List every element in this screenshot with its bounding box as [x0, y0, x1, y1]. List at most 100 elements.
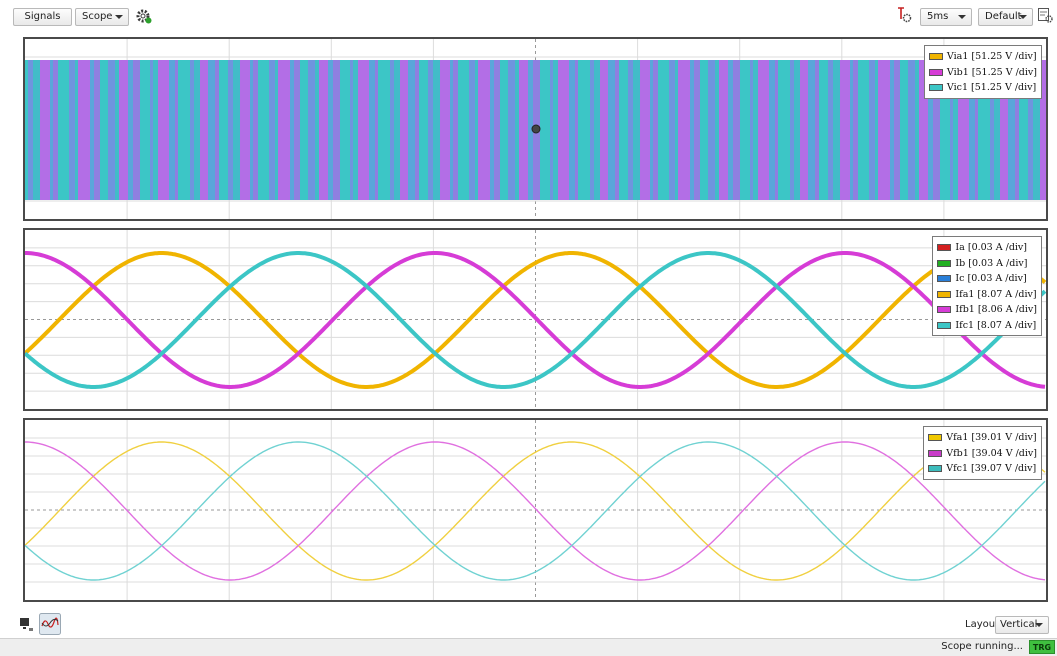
signal-band-stripe: [558, 60, 565, 200]
signal-band-stripe: [640, 60, 644, 200]
time-base-select[interactable]: 5ms: [920, 8, 972, 26]
signal-band-stripe: [725, 60, 728, 200]
signal-band-stripe: [669, 60, 675, 200]
legend-item[interactable]: Vfc1 [39.07 V /div]: [928, 461, 1037, 477]
signal-band-stripe: [508, 60, 515, 200]
chevron-down-icon: [958, 15, 966, 19]
signal-band-stripe: [815, 60, 819, 200]
legend-item[interactable]: Ifc1 [8.07 A /div]: [937, 318, 1037, 334]
signal-band-stripe: [753, 60, 758, 200]
signal-band-stripe: [194, 60, 200, 200]
plot-area-3[interactable]: [25, 420, 1046, 600]
legend-item[interactable]: Via1 [51.25 V /div]: [928, 49, 1037, 65]
legend-label: Ifb1 [8.06 A /div]: [955, 304, 1037, 315]
signal-band-stripe: [603, 60, 608, 200]
signal-band-stripe: [158, 60, 165, 200]
display-settings-icon[interactable]: [1037, 7, 1053, 23]
legend-label: Vfa1 [39.01 V /div]: [946, 432, 1037, 443]
signal-band-stripe: [490, 60, 494, 200]
legend-swatch: [928, 449, 943, 457]
chart-view-icon[interactable]: [18, 616, 34, 632]
signal-band-stripe: [783, 60, 790, 200]
signal-band-stripe: [103, 60, 108, 200]
signal-band-stripe: [483, 60, 490, 200]
legend-label: Ifa1 [8.07 A /div]: [955, 288, 1037, 300]
signal-band-stripe: [425, 60, 428, 200]
signal-band-stripe: [994, 60, 1000, 200]
preset-select[interactable]: Default: [978, 8, 1033, 26]
trace-ifc1: [25, 251, 1046, 389]
legend-swatch: [928, 434, 943, 441]
signal-band-stripe: [869, 60, 875, 200]
legend-item[interactable]: Ib [0.03 A /div]: [937, 256, 1037, 272]
plot-area-2[interactable]: [25, 230, 1046, 409]
signal-band-stripe: [394, 60, 400, 200]
signal-band-stripe: [375, 60, 378, 200]
waveform-view-icon[interactable]: [39, 613, 61, 635]
legend-item[interactable]: Vfb1 [39.04 V /div]: [928, 446, 1037, 462]
settings-gear-icon[interactable]: [136, 8, 152, 24]
signal-band-stripe: [453, 60, 458, 200]
signal-band-stripe: [353, 60, 358, 200]
signal-band-stripe: [283, 60, 290, 200]
signal-band-stripe: [925, 60, 928, 200]
signal-band-stripe: [1008, 60, 1015, 200]
signal-band-stripe: [228, 60, 233, 200]
signal-band-stripe: [978, 60, 983, 200]
signal-band-stripe: [540, 60, 544, 200]
legend-label: Ib [0.03 A /div]: [955, 257, 1028, 269]
signal-band-stripe: [850, 60, 853, 200]
scope-select[interactable]: Scope: [75, 8, 129, 26]
signal-band-stripe: [144, 60, 150, 200]
signal-band-stripe: [378, 60, 383, 200]
signal-band-stripe: [475, 60, 478, 200]
signal-band-stripe: [919, 60, 925, 200]
scope-panel-1[interactable]: Via1 [51.25 V /div] Vib1 [51.25 V /div] …: [23, 37, 1048, 221]
signal-band-stripe: [694, 60, 700, 200]
legend-swatch: [937, 259, 952, 267]
legend-item[interactable]: Ifa1 [8.07 A /div]: [937, 287, 1037, 303]
signal-band-stripe: [865, 60, 869, 200]
signal-band-stripe: [900, 60, 903, 200]
signal-band-stripe: [875, 60, 878, 200]
legend-item[interactable]: Vic1 [51.25 V /div]: [928, 80, 1037, 96]
status-bar: Scope running... TRG: [0, 638, 1057, 656]
cursor-marker: [531, 124, 541, 134]
signal-band-stripe: [90, 60, 94, 200]
legend-item[interactable]: Ic [0.03 A /div]: [937, 271, 1037, 287]
signal-band-stripe: [190, 60, 194, 200]
legend-item[interactable]: Vfa1 [39.01 V /div]: [928, 430, 1037, 446]
signal-band-stripe: [528, 60, 533, 200]
trigger-settings-icon[interactable]: [896, 7, 912, 23]
legend-swatch: [937, 321, 952, 329]
layout-select[interactable]: Vertical: [995, 616, 1049, 634]
scope-panel-3[interactable]: Vfa1 [39.01 V /div] Vfb1 [39.04 V /div] …: [23, 418, 1048, 602]
signal-band-stripe: [458, 60, 465, 200]
signal-band-stripe: [590, 60, 594, 200]
signal-band-stripe: [253, 60, 258, 200]
signal-band-stripe: [740, 60, 744, 200]
signal-band-stripe: [844, 60, 850, 200]
signal-band-stripe: [100, 60, 103, 200]
signal-band-stripe: [178, 60, 183, 200]
signal-band-stripe: [950, 60, 953, 200]
signal-band-stripe: [675, 60, 678, 200]
signal-band-stripe: [665, 60, 669, 200]
signal-band-stripe: [565, 60, 569, 200]
signal-band-stripe: [183, 60, 190, 200]
signal-band-stripe: [265, 60, 269, 200]
signal-band-stripe: [444, 60, 450, 200]
signal-band-stripe: [803, 60, 808, 200]
legend-item[interactable]: Vib1 [51.25 V /div]: [928, 65, 1037, 81]
legend-item[interactable]: Ia [0.03 A /div]: [937, 240, 1037, 256]
signal-band-stripe: [794, 60, 800, 200]
plot-area-1[interactable]: [25, 39, 1046, 219]
legend-item[interactable]: Ifb1 [8.06 A /div]: [937, 302, 1037, 318]
scope-panel-2[interactable]: Ia [0.03 A /div] Ib [0.03 A /div] Ic [0.…: [23, 228, 1048, 411]
chevron-down-icon: [1035, 623, 1043, 627]
signal-band-stripe: [800, 60, 803, 200]
signal-band-stripe: [903, 60, 908, 200]
signal-band-stripe: [658, 60, 665, 200]
signal-band-stripe: [719, 60, 725, 200]
signals-button[interactable]: Signals: [13, 8, 72, 26]
